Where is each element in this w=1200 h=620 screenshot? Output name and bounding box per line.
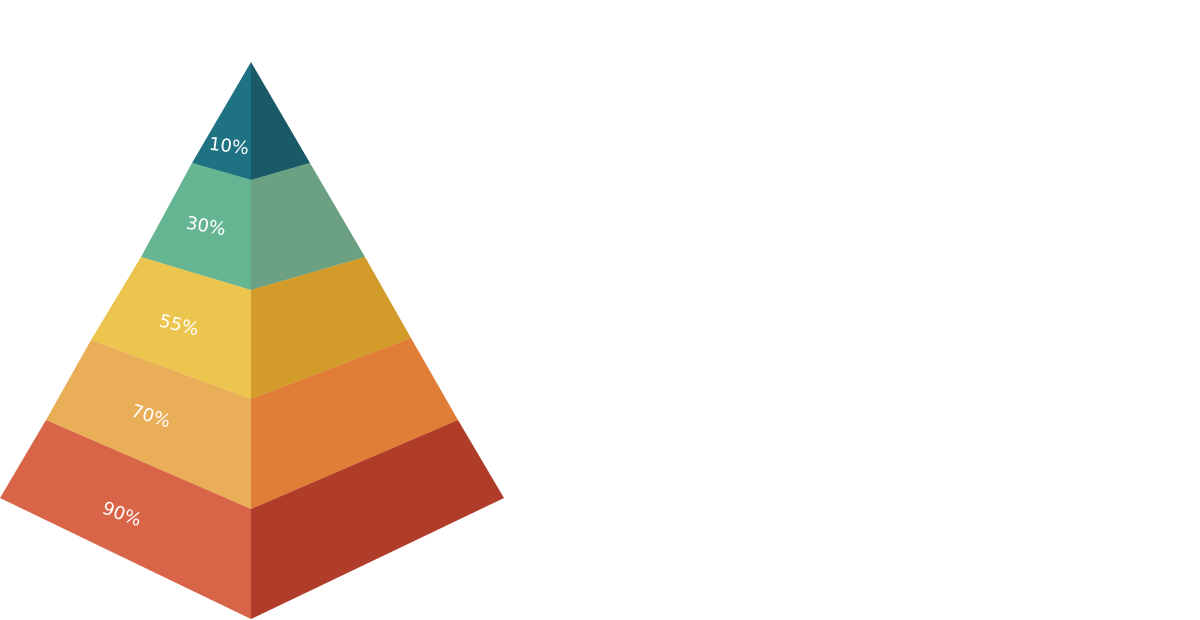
layer-left-face (0, 420, 251, 619)
layer-right-face (251, 163, 365, 290)
layer-left-face (192, 62, 251, 180)
layer-right-face (251, 257, 411, 399)
layer-label: 10% (208, 134, 250, 160)
pyramid-layer: 55% (91, 257, 411, 399)
layer-left-face (141, 163, 251, 290)
layer-left-face (91, 257, 251, 399)
pyramid-layer: 10% (192, 62, 310, 180)
layer-right-face (251, 62, 310, 180)
pyramid-layer: 30% (141, 163, 365, 290)
pyramid-layer: 70% (46, 338, 458, 509)
layer-right-face (251, 420, 504, 619)
layer-right-face (251, 338, 458, 509)
layer-left-face (46, 340, 251, 509)
pyramid-layer: 90% (0, 420, 504, 619)
